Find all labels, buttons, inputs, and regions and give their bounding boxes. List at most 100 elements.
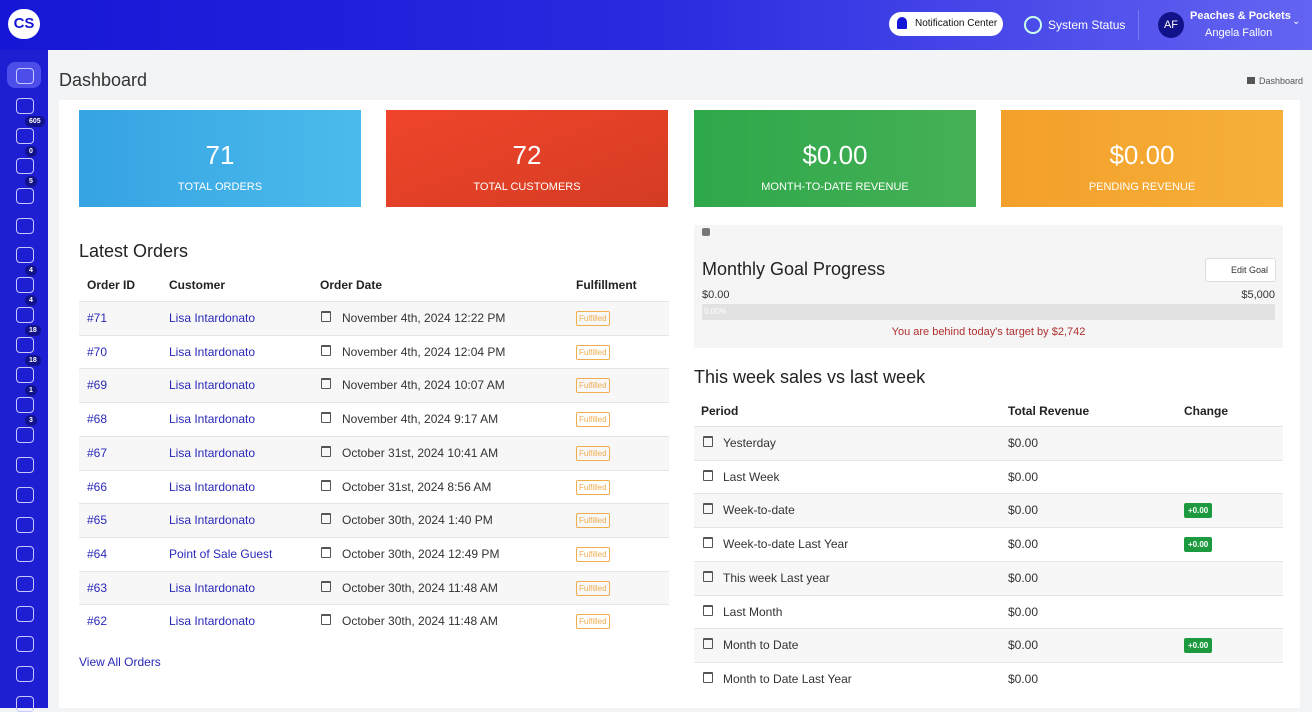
order-id[interactable]: #66 <box>87 479 108 494</box>
view-all-link[interactable]: View All Orders <box>79 655 161 669</box>
table-row <box>79 435 669 470</box>
order-id[interactable]: #63 <box>87 580 108 595</box>
period: Month to Date <box>723 638 799 653</box>
nav-icon[interactable] <box>16 157 34 174</box>
nav-icon[interactable] <box>16 68 34 84</box>
nav-icon[interactable] <box>16 456 34 473</box>
nav-icon[interactable] <box>16 307 34 324</box>
customer[interactable]: Point of Sale Guest <box>169 546 273 561</box>
calendar-icon <box>321 479 331 491</box>
order-date: November 4th, 2024 9:17 AM <box>342 412 499 427</box>
nav-icon[interactable] <box>16 636 34 653</box>
order-date: November 4th, 2024 12:22 PM <box>342 311 506 325</box>
calendar-icon <box>321 311 331 322</box>
chevron[interactable]: ⌄ <box>1292 16 1301 27</box>
calendar-icon <box>703 570 713 582</box>
nav-icon[interactable] <box>16 576 34 593</box>
customer[interactable]: Lisa Intardonato <box>169 344 256 359</box>
order-id[interactable]: #71 <box>87 311 108 325</box>
stat-value: $0.00 <box>802 140 868 170</box>
breadcrumb[interactable]: Dashboard <box>1259 76 1304 86</box>
order-id[interactable]: #64 <box>87 546 108 561</box>
stat-card[interactable]: $0.00 MONTH-TO-DATE REVENUE <box>694 110 976 207</box>
table-row <box>694 426 1283 460</box>
stat-card: $0.00 PENDING REVENUE <box>1001 110 1283 207</box>
order-id[interactable]: #67 <box>87 445 108 460</box>
nav-icon[interactable] <box>16 516 34 533</box>
edit-goal-label: Edit Goal <box>1231 265 1269 275</box>
status-badge: Fulfilled <box>576 344 610 360</box>
table-row <box>79 469 669 504</box>
status-badge: Fulfilled <box>576 412 610 428</box>
customer[interactable]: Lisa Intardonato <box>169 513 256 528</box>
table-row <box>694 594 1283 629</box>
goal-min: $0.00 <box>702 289 730 301</box>
customer[interactable]: Lisa Intardonato <box>169 311 256 325</box>
user-name[interactable]: Angela Fallon <box>1205 27 1273 39</box>
logo[interactable]: CS <box>8 9 40 39</box>
order-id[interactable]: #70 <box>87 344 108 359</box>
goal-max: $5,000 <box>1241 289 1275 301</box>
status-badge: Fulfilled <box>576 614 610 630</box>
order-date: October 31st, 2024 10:41 AM <box>342 445 499 460</box>
customer[interactable]: Lisa Intardonato <box>169 378 256 393</box>
order-date: November 4th, 2024 12:04 PM <box>342 344 506 359</box>
lock-icon <box>702 228 710 236</box>
orders-title: Latest Orders <box>79 241 189 261</box>
calendar-icon <box>703 604 713 616</box>
table-row <box>79 536 669 571</box>
nav-icon[interactable] <box>16 695 34 712</box>
order-id[interactable]: #65 <box>87 513 108 528</box>
system-status[interactable]: System Status <box>1048 18 1126 32</box>
stat-label: PENDING REVENUE <box>1088 181 1196 193</box>
status-badge: Fulfilled <box>576 479 610 495</box>
stat-label: TOTAL ORDERS <box>177 181 263 193</box>
divider <box>1138 10 1139 40</box>
table-row <box>79 402 669 436</box>
order-date: October 30th, 2024 1:40 PM <box>342 513 493 528</box>
period: Yesterday <box>723 436 776 450</box>
customer[interactable]: Lisa Intardonato <box>169 445 256 460</box>
nav-icon[interactable] <box>16 546 34 563</box>
order-id[interactable]: #62 <box>87 614 108 629</box>
customer[interactable]: Lisa Intardonato <box>169 614 256 629</box>
nav-badge: 3 <box>25 414 37 426</box>
nav-icon[interactable] <box>16 127 34 144</box>
table-row <box>79 368 669 403</box>
revenue: $0.00 <box>1008 570 1039 585</box>
nav-icon[interactable] <box>16 277 34 294</box>
stat-value: $0.00 <box>1109 140 1175 170</box>
avatar[interactable]: AF <box>1158 12 1184 38</box>
order-id[interactable]: #68 <box>87 412 108 427</box>
nav-icon[interactable] <box>16 187 34 204</box>
goal-title: Monthly Goal Progress <box>702 259 886 279</box>
order-id[interactable]: #69 <box>87 378 108 393</box>
goal-panel: Monthly Goal Progress Edit Goal $0.00 $5… <box>694 225 1283 348</box>
nav-icon[interactable] <box>16 426 34 443</box>
edit-goal-button[interactable]: Edit Goal <box>1205 258 1276 282</box>
nav-icon[interactable] <box>16 337 34 354</box>
nav-icon[interactable] <box>16 97 34 114</box>
sidebar: 605 0 5 4 4 18 18 1 3 <box>0 50 48 712</box>
nav-icon[interactable] <box>16 367 34 383</box>
nav-icon[interactable] <box>16 666 34 682</box>
notification-button[interactable]: Notification Center <box>889 12 1003 36</box>
table-row <box>79 503 669 538</box>
store-name[interactable]: Peaches & Pockets <box>1190 10 1291 22</box>
customer[interactable]: Lisa Intardonato <box>169 580 256 595</box>
nav-icon[interactable] <box>16 486 34 503</box>
progress-label: 0.00% <box>704 307 727 316</box>
calendar-icon <box>321 580 331 592</box>
nav-icon[interactable] <box>16 606 34 623</box>
period: This week Last year <box>723 570 830 585</box>
nav-icon[interactable] <box>16 396 34 413</box>
nav-icon[interactable] <box>16 217 34 234</box>
order-date: October 30th, 2024 12:49 PM <box>342 546 500 561</box>
stat-label: MONTH-TO-DATE REVENUE <box>761 181 909 193</box>
customer[interactable]: Lisa Intardonato <box>169 479 256 494</box>
nav-badge: 4 <box>25 295 37 307</box>
customer[interactable]: Lisa Intardonato <box>169 412 256 427</box>
stat-value: 71 <box>205 140 235 170</box>
status-badge: Fulfilled <box>576 311 610 326</box>
nav-icon[interactable] <box>16 247 34 264</box>
